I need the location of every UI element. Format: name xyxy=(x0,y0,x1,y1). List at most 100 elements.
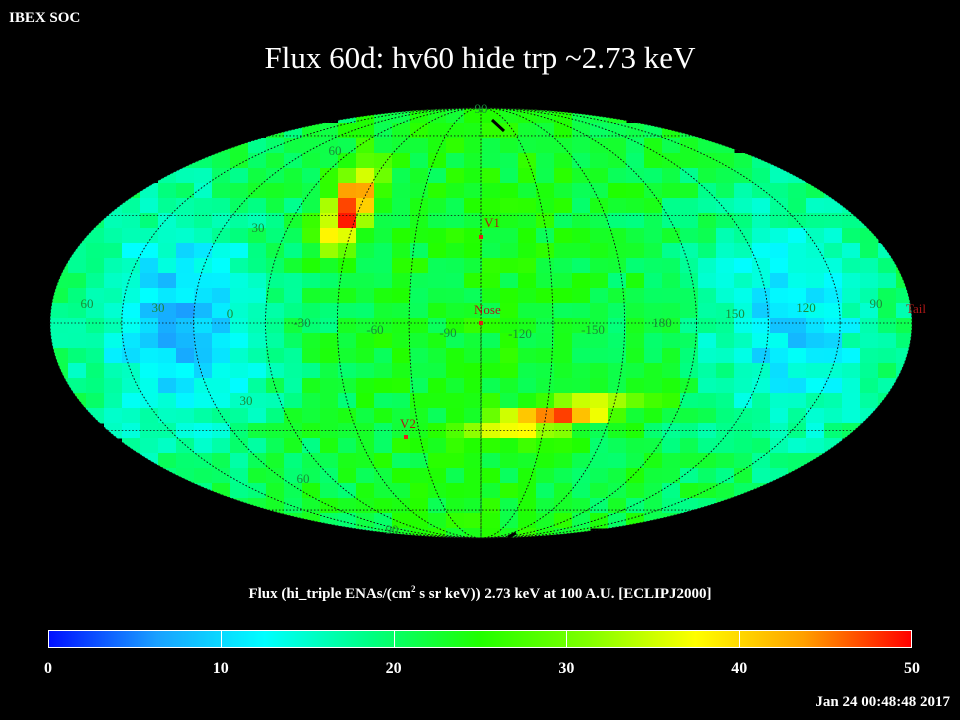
timestamp: Jan 24 00:48:48 2017 xyxy=(815,694,950,710)
flux-pixel xyxy=(464,408,483,424)
flux-pixel xyxy=(122,348,141,364)
flux-pixel xyxy=(176,468,195,484)
flux-pixel xyxy=(518,483,537,499)
flux-pixel xyxy=(680,378,699,394)
flux-pixel xyxy=(734,168,753,184)
flux-pixel xyxy=(302,408,321,424)
flux-pixel xyxy=(716,153,735,169)
flux-pixel xyxy=(320,168,339,184)
flux-pixel xyxy=(248,423,267,439)
flux-pixel xyxy=(464,123,483,139)
flux-pixel xyxy=(356,303,375,319)
flux-pixel xyxy=(248,168,267,184)
flux-pixel xyxy=(806,363,825,379)
flux-pixel xyxy=(338,153,357,169)
flux-pixel xyxy=(284,453,303,469)
flux-pixel xyxy=(662,228,681,244)
flux-pixel xyxy=(266,333,285,349)
flux-pixel xyxy=(716,393,735,409)
flux-pixel xyxy=(230,288,249,304)
flux-pixel xyxy=(464,228,483,244)
flux-pixel xyxy=(698,438,717,454)
colorbar-title: Flux (hi_triple ENAs/(cm2 s sr keV)) 2.7… xyxy=(248,584,712,602)
flux-pixel xyxy=(392,303,411,319)
flux-pixel xyxy=(248,318,267,334)
flux-pixel xyxy=(446,528,465,538)
flux-pixel xyxy=(518,288,537,304)
flux-pixel xyxy=(626,183,645,199)
flux-pixel xyxy=(446,243,465,259)
flux-pixel xyxy=(320,228,339,244)
flux-pixel xyxy=(50,273,69,289)
flux-pixel xyxy=(518,453,537,469)
flux-pixel xyxy=(626,333,645,349)
flux-pixel xyxy=(302,123,321,139)
flux-pixel xyxy=(482,363,501,379)
flux-pixel xyxy=(230,183,249,199)
flux-pixel xyxy=(860,288,879,304)
flux-pixel xyxy=(212,273,231,289)
flux-pixel xyxy=(266,168,285,184)
flux-pixel xyxy=(716,468,735,484)
flux-pixel xyxy=(284,198,303,214)
flux-pixel xyxy=(446,363,465,379)
flux-pixel xyxy=(140,213,159,229)
flux-pixel xyxy=(770,288,789,304)
flux-pixel xyxy=(356,393,375,409)
flux-pixel xyxy=(788,228,807,244)
flux-pixel xyxy=(752,228,771,244)
flux-pixel xyxy=(680,243,699,259)
flux-pixel xyxy=(680,468,699,484)
flux-pixel xyxy=(356,453,375,469)
flux-pixel xyxy=(590,453,609,469)
flux-pixel xyxy=(500,138,519,154)
flux-pixel xyxy=(626,153,645,169)
flux-pixel xyxy=(734,258,753,274)
flux-pixel xyxy=(590,243,609,259)
flux-pixel xyxy=(320,153,339,169)
flux-pixel xyxy=(572,393,591,409)
flux-pixel xyxy=(518,198,537,214)
flux-pixel xyxy=(554,528,573,538)
flux-pixel xyxy=(554,378,573,394)
flux-pixel xyxy=(428,363,447,379)
flux-pixel xyxy=(338,363,357,379)
flux-pixel xyxy=(320,363,339,379)
flux-pixel xyxy=(446,213,465,229)
flux-pixel xyxy=(644,468,663,484)
flux-pixel xyxy=(842,333,861,349)
flux-pixel xyxy=(428,378,447,394)
flux-pixel xyxy=(662,153,681,169)
flux-pixel xyxy=(464,288,483,304)
flux-pixel xyxy=(734,198,753,214)
flux-pixel xyxy=(518,108,537,124)
marker-v2-icon xyxy=(404,435,408,439)
flux-pixel xyxy=(338,228,357,244)
flux-pixel xyxy=(734,228,753,244)
flux-pixel xyxy=(482,453,501,469)
flux-pixel xyxy=(590,153,609,169)
flux-pixel xyxy=(824,258,843,274)
flux-pixel xyxy=(680,273,699,289)
flux-pixel xyxy=(410,363,429,379)
flux-pixel xyxy=(860,273,879,289)
flux-pixel xyxy=(374,303,393,319)
flux-pixel xyxy=(230,318,249,334)
flux-pixel xyxy=(788,468,807,484)
flux-pixel xyxy=(428,468,447,484)
flux-pixel xyxy=(500,108,519,124)
flux-pixel xyxy=(122,273,141,289)
flux-pixel xyxy=(536,168,555,184)
flux-pixel xyxy=(644,258,663,274)
flux-pixel xyxy=(338,348,357,364)
colorbar-tick xyxy=(566,631,568,647)
flux-pixel xyxy=(644,243,663,259)
flux-pixel xyxy=(680,228,699,244)
flux-pixel xyxy=(572,273,591,289)
flux-pixel xyxy=(392,318,411,334)
flux-pixel xyxy=(194,483,213,499)
flux-pixel xyxy=(302,198,321,214)
flux-pixel xyxy=(482,498,501,514)
grid-meridian xyxy=(121,107,841,539)
flux-pixel xyxy=(212,138,231,154)
